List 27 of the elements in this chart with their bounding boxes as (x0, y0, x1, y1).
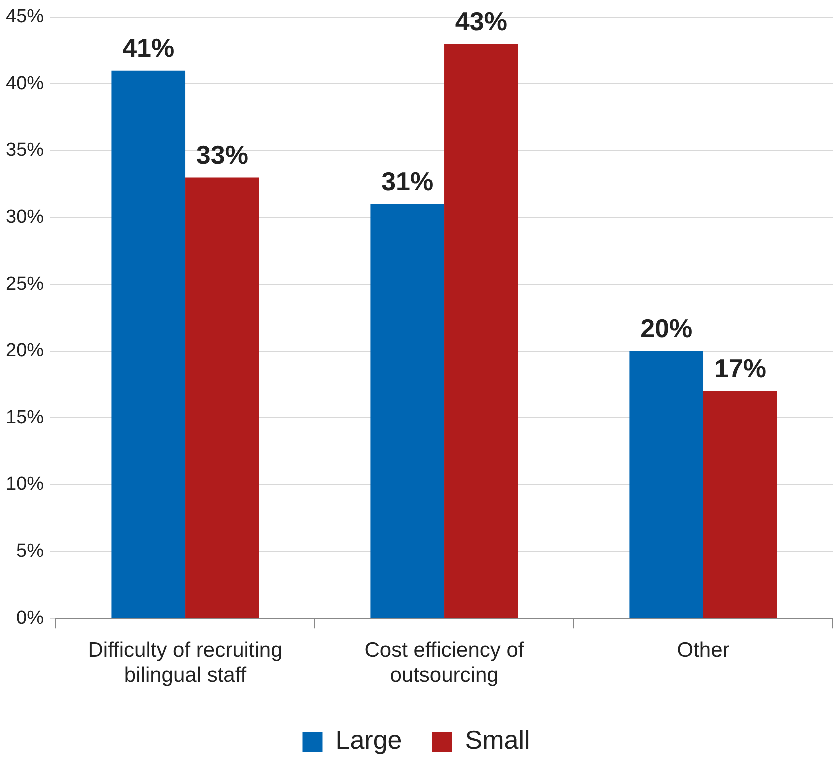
y-tick-label: 10% (6, 474, 44, 496)
bar (704, 391, 778, 618)
bar (112, 70, 186, 618)
y-tick-label: 15% (6, 407, 44, 428)
y-tick-label: 20% (6, 340, 44, 362)
y-tick-label: 35% (6, 140, 44, 162)
y-tick-label: 5% (16, 541, 44, 562)
legend-label: Large (336, 725, 402, 756)
data-label: 33% (196, 140, 248, 170)
bar (186, 178, 260, 618)
data-label: 20% (640, 314, 693, 344)
legend-label: Small (465, 725, 530, 756)
data-label: 41% (122, 33, 175, 64)
bar (630, 351, 704, 618)
y-tick-label: 30% (6, 207, 44, 228)
x-tick-label: Cost efficiency of outsourcing (364, 638, 524, 688)
y-tick-label: 45% (6, 6, 44, 28)
bar (444, 44, 518, 618)
y-tick-label: 25% (6, 274, 44, 295)
x-tick-label: Difficulty of recruiting bilingual staff (88, 638, 283, 688)
data-label: 31% (382, 166, 434, 197)
y-tick-label: 40% (6, 73, 44, 94)
x-tick-label: Other (677, 638, 730, 662)
data-label: 17% (714, 354, 766, 384)
bar (370, 204, 445, 618)
data-label: 43% (455, 6, 508, 36)
y-tick-label: 0% (16, 608, 44, 629)
